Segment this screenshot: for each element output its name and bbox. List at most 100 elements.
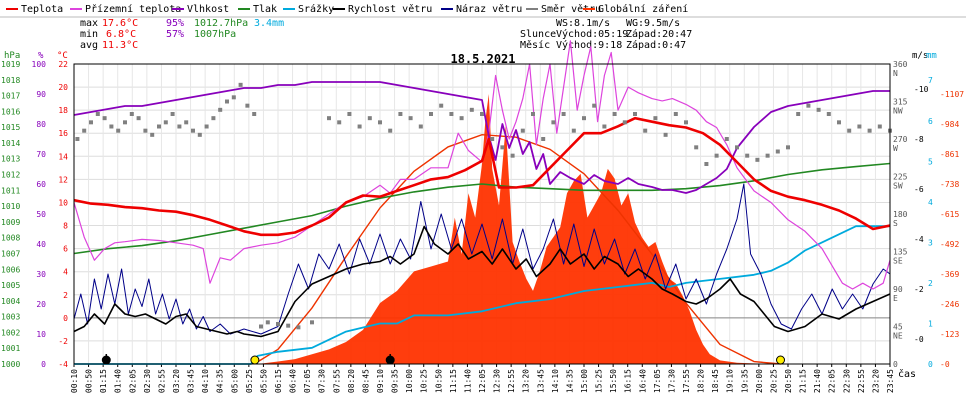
wind-direction-point — [571, 128, 576, 133]
astro-box: WS:8.1m/s WG:9.5m/s Slunce Východ:05:19 … — [520, 18, 692, 51]
x-tick-label: 01:40 — [114, 369, 123, 393]
wind-direction-point — [663, 132, 668, 137]
x-tick-label: 19:10 — [726, 369, 735, 393]
sun-set-marker — [776, 355, 786, 365]
x-tick-label: 04:35 — [216, 369, 225, 393]
axis-pressure-tick: 1005 — [1, 281, 20, 290]
x-tick-label: 00:10 — [70, 369, 79, 393]
stats-min-press: 1007hPa — [194, 29, 236, 40]
axis-direction-tick: W — [893, 144, 898, 153]
x-tick-label: 16:15 — [624, 369, 633, 393]
plot-frame — [73, 63, 891, 365]
axis-temperature-tick: 4 — [63, 268, 68, 277]
wind-direction-point — [163, 120, 168, 125]
x-tick-label: 04:10 — [201, 369, 210, 393]
axis-rain-tick: 1 — [928, 319, 933, 328]
wind-direction-point — [500, 145, 505, 150]
wind-direction-point — [541, 137, 546, 141]
axis-temperature-tick: -4 — [58, 360, 68, 369]
x-tick-label: 23:20 — [871, 369, 880, 393]
axis-pressure-tick: 1016 — [1, 107, 20, 116]
axis-temperature-tick: 20 — [58, 83, 68, 92]
wind-direction-point — [143, 128, 148, 133]
wind-direction-point — [469, 107, 474, 112]
axis-humidity-tick: 100 — [32, 60, 47, 69]
legend-label: Přízemní teplota — [85, 3, 181, 15]
x-tick-label: 07:05 — [303, 369, 312, 393]
wind-direction-point — [704, 162, 709, 166]
x-tick-label: 11:40 — [463, 369, 472, 393]
wind-direction-point — [109, 124, 114, 129]
stats-min-hum: 57% — [166, 29, 184, 40]
x-tick-label: 10:50 — [434, 369, 443, 393]
axis-wind-tick: -8 — [914, 135, 924, 144]
wind-direction-point — [826, 112, 831, 116]
wind-direction-point — [449, 112, 454, 116]
axis-humidity-tick: 80 — [36, 120, 46, 129]
wg-value: WG:9.5m/s — [626, 18, 680, 29]
legend-label: Tlak — [253, 4, 277, 15]
axis-pressure-tick: 1018 — [1, 76, 20, 85]
legend-item-2: Přízemní teplota — [70, 3, 181, 15]
wind-direction-point — [310, 320, 314, 325]
axis-wind-tick: -10 — [914, 85, 929, 94]
axis-radiation-tick: -369 — [940, 270, 959, 279]
wind-direction-point — [755, 157, 760, 162]
series-sr-ky — [74, 225, 890, 365]
axis-humidity-tick: 40 — [36, 240, 46, 249]
wind-direction-point — [408, 116, 413, 121]
wind-direction-point — [480, 112, 484, 116]
axis-pressure-tick: 1012 — [1, 171, 20, 180]
axis-radiation-tick: -492 — [940, 240, 959, 249]
wind-direction-point — [806, 103, 811, 108]
wind-direction-point — [520, 128, 525, 133]
wind-direction-point — [398, 112, 403, 116]
axis-humidity-tick: 10 — [36, 330, 46, 339]
wind-direction-point — [116, 128, 121, 133]
sun-label: Slunce — [520, 29, 556, 40]
axis-direction-tick: E — [893, 294, 898, 303]
axis-pressure-tick: 1007 — [1, 249, 20, 258]
x-tick-label: 18:20 — [697, 369, 706, 393]
wind-direction-point — [765, 153, 770, 158]
legend-label: Náraz větru — [456, 3, 522, 15]
x-tick-label: 17:55 — [682, 369, 691, 393]
axis-radiation-tick: -861 — [940, 150, 959, 159]
wind-direction-point — [170, 112, 175, 116]
axis-temperature-title: °C — [57, 51, 68, 61]
x-tick-label: 05:50 — [259, 369, 268, 393]
axis-direction-tick: N — [893, 69, 898, 78]
wind-direction-point — [439, 103, 444, 108]
axis-pressure-tick: 1006 — [1, 265, 20, 274]
wind-direction-point — [296, 325, 301, 330]
x-tick-label: 00:50 — [85, 369, 94, 393]
wind-direction-point — [633, 112, 637, 116]
wind-direction-point — [265, 320, 270, 325]
x-tick-label: 13:20 — [522, 369, 531, 393]
series-n-raz-v-tru — [73, 183, 891, 335]
wind-direction-point — [796, 112, 801, 116]
series-radiation-area — [257, 94, 772, 364]
wind-direction-point — [490, 137, 495, 141]
x-tick-label: 19:35 — [740, 369, 749, 393]
x-tick-label: 03:45 — [187, 369, 196, 393]
x-tick-label: 15:25 — [595, 369, 604, 393]
axis-temperature-tick: 2 — [63, 291, 68, 300]
ws-value: WS:8.1m/s — [556, 18, 610, 29]
wind-direction-point — [745, 153, 750, 158]
wind-direction-point — [231, 95, 236, 100]
wind-direction-point — [367, 116, 372, 121]
left-axes: hPa1019101810171016101510141013101210111… — [1, 51, 75, 369]
x-tick-label: 15:00 — [580, 369, 589, 393]
axis-direction-tick: SE — [893, 257, 903, 266]
axis-pressure-tick: 1014 — [1, 139, 20, 148]
x-tick-label: 03:20 — [172, 369, 181, 393]
axis-direction-tick: NW — [893, 107, 903, 116]
axis-pressure-tick: 1000 — [1, 360, 20, 369]
wind-direction-point — [816, 107, 821, 112]
legend-item-9: Globální záření — [583, 3, 688, 15]
axis-temperature-tick: 0 — [63, 314, 68, 323]
axis-direction-tick: 90 — [893, 285, 903, 294]
axis-rain-tick: 4 — [928, 198, 933, 207]
legend-item-3: Vlhkost — [172, 4, 229, 15]
